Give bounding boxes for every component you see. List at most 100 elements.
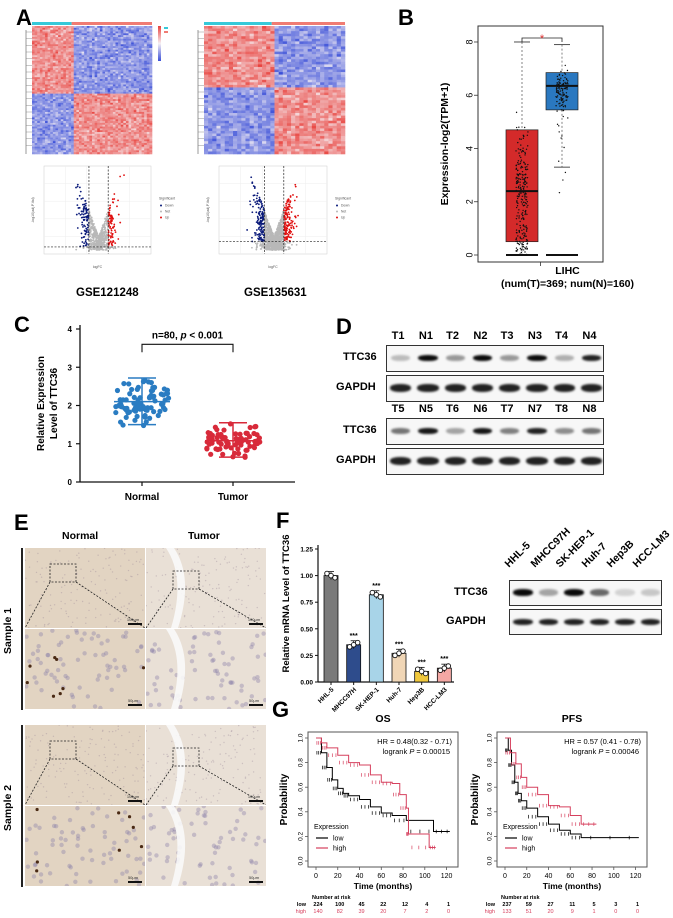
panel-label-f: F	[276, 508, 290, 533]
blot-band	[581, 428, 601, 434]
bar-chart-mrna: 0.00 0.25 0.50 0.75 1.00 1.25 Relative mRNA Le…	[280, 515, 480, 714]
blot-gapdh-row2	[386, 448, 604, 475]
blot-band	[500, 428, 520, 434]
blot-band	[526, 384, 548, 392]
lane-label-t1: T1	[391, 330, 405, 342]
panel-label-c: C	[14, 312, 30, 337]
lane-label-t8: T8	[555, 403, 568, 415]
blot-band	[390, 457, 412, 465]
ihc-tumor-high-mag-image: 50μm	[146, 806, 266, 886]
blot-band	[499, 457, 521, 465]
blot-gapdh-row1	[386, 375, 604, 402]
blot-ttc36-row1	[386, 345, 604, 372]
blot-band	[640, 589, 660, 596]
blot-band	[564, 619, 584, 625]
blot-band	[589, 589, 609, 596]
panel-label-e: E	[14, 510, 29, 535]
lane-label-t5: T5	[391, 403, 405, 415]
blot-band	[640, 619, 660, 625]
dataset-label-2: GSE135631	[244, 287, 307, 299]
boxplot-xlabel: LIHC	[555, 265, 580, 277]
ihc-normal-high-mag-image: 50μm	[25, 629, 145, 709]
blot-band	[418, 428, 438, 434]
lane-label-t4: T4	[555, 330, 568, 342]
lane-label-n7: N7	[527, 403, 542, 415]
blot-band	[553, 457, 575, 465]
lane-label-t2: T2	[446, 330, 459, 342]
dataset-label-1: GSE121248	[76, 287, 139, 299]
lane-label-n1: N1	[418, 330, 433, 342]
blot-band	[391, 428, 411, 434]
blot-cells-ttc36	[509, 580, 662, 606]
ihc-row-label-1: Sample 1	[2, 607, 14, 654]
blot-band	[527, 428, 547, 434]
lane-label-t3: T3	[500, 330, 514, 342]
western-blot-tissue: T1 N1 T2 N2 T3 N3 T4 N4 TTC36 GAPDH T5 N5 T6 N6 T7 N7 T8…	[336, 330, 670, 480]
blot-band	[615, 619, 635, 625]
volcano-1-canvas: logFC-log10(adj.P.Val) SignificantDownNot…	[31, 165, 175, 269]
heatmap-2-canvas	[197, 22, 346, 155]
panel-label-b: B	[398, 5, 414, 30]
protein-label-ttc36: TTC36	[343, 424, 377, 436]
panel-label-a: A	[16, 5, 32, 30]
blot-band	[554, 355, 574, 361]
ihc-col-normal: Normal	[62, 530, 99, 542]
lane-label-t7: T7	[500, 403, 514, 415]
ihc-col-tumor: Tumor	[188, 530, 220, 542]
blot-cells-gapdh	[509, 609, 662, 635]
heatmap-1-canvas	[25, 22, 168, 155]
blot-band	[580, 384, 602, 392]
blot-band	[589, 619, 609, 625]
lane-label-n6: N6	[473, 403, 488, 415]
blot-band	[615, 589, 635, 596]
blot-band	[417, 384, 439, 392]
blot-band	[553, 384, 575, 392]
lane-label-hcc-lm3: HCC-LM3	[630, 528, 672, 570]
blot-band	[499, 384, 521, 392]
blot-band	[581, 355, 601, 361]
blot-band	[538, 619, 558, 625]
km-plot-pfs: PFS 0.0 0.2 0.4 0.6 0.8 1.0 0 20 40 60 80 100 120 Time…	[470, 710, 673, 918]
blot-band	[444, 384, 466, 392]
blot-band	[472, 428, 492, 434]
blot-band	[527, 355, 547, 361]
ihc-row-bracket	[21, 725, 23, 887]
ihc-normal-high-mag-image: 50μm	[25, 806, 145, 886]
blot-band	[418, 355, 438, 361]
volcano-plot-gse121248: logFC -log10(adj.P.Val) Significant Down Not…	[30, 160, 195, 270]
volcano-2-canvas: logFC-log10(adj.P.Val) SignificantDownNot…	[206, 165, 351, 269]
protein-label-ttc36: TTC36	[454, 586, 488, 598]
blot-band	[471, 457, 493, 465]
blot-band	[554, 428, 574, 434]
blot-band	[513, 619, 533, 625]
scatter-dot-plot: 0 1 2 3 4 Normal Tumor Relative Expression Level…	[30, 320, 320, 510]
blot-band	[390, 384, 412, 392]
ihc-image-grid: Sample 1 Sample 2 100μm 100μm 50μm 50μm 100μm 1…	[0, 548, 275, 918]
ihc-normal-low-mag-image: 100μm	[25, 725, 145, 805]
blot-band	[564, 589, 584, 596]
lane-label-n5: N5	[418, 403, 433, 415]
lane-label-n2: N2	[473, 330, 488, 342]
blot-band	[538, 589, 558, 596]
ihc-row-label-2: Sample 2	[2, 784, 14, 831]
ihc-normal-low-mag-image: 100μm	[25, 548, 145, 628]
lane-label-t6: T6	[446, 403, 459, 415]
km-plot-os: OS 0.0 0.2 0.4 0.6 0.8 1.0 0 20 40 60 80 100 120 Time …	[278, 710, 478, 918]
blot-band	[526, 457, 548, 465]
km-os-canvas: OS0.00.20.40.60.81.00 20 40 60 80 100 120Time …	[279, 713, 459, 915]
blot-band	[417, 457, 439, 465]
blot-ttc36-row2	[386, 418, 604, 445]
panel-label-g: G	[272, 697, 290, 722]
western-blot-cells: HHL-5 MHCC97H SK-HEP-1 Huh-7 Hep3B HCC-LM3 TTC…	[446, 526, 673, 680]
protein-label-gapdh: GAPDH	[336, 454, 376, 466]
blot-band	[513, 589, 533, 596]
ihc-tumor-high-mag-image: 50μm	[146, 629, 266, 709]
protein-label-gapdh: GAPDH	[336, 381, 376, 393]
ihc-tumor-low-mag-image: 100μm	[146, 548, 266, 628]
lane-label-n3: N3	[527, 330, 542, 342]
lane-label-n8: N8	[582, 403, 597, 415]
